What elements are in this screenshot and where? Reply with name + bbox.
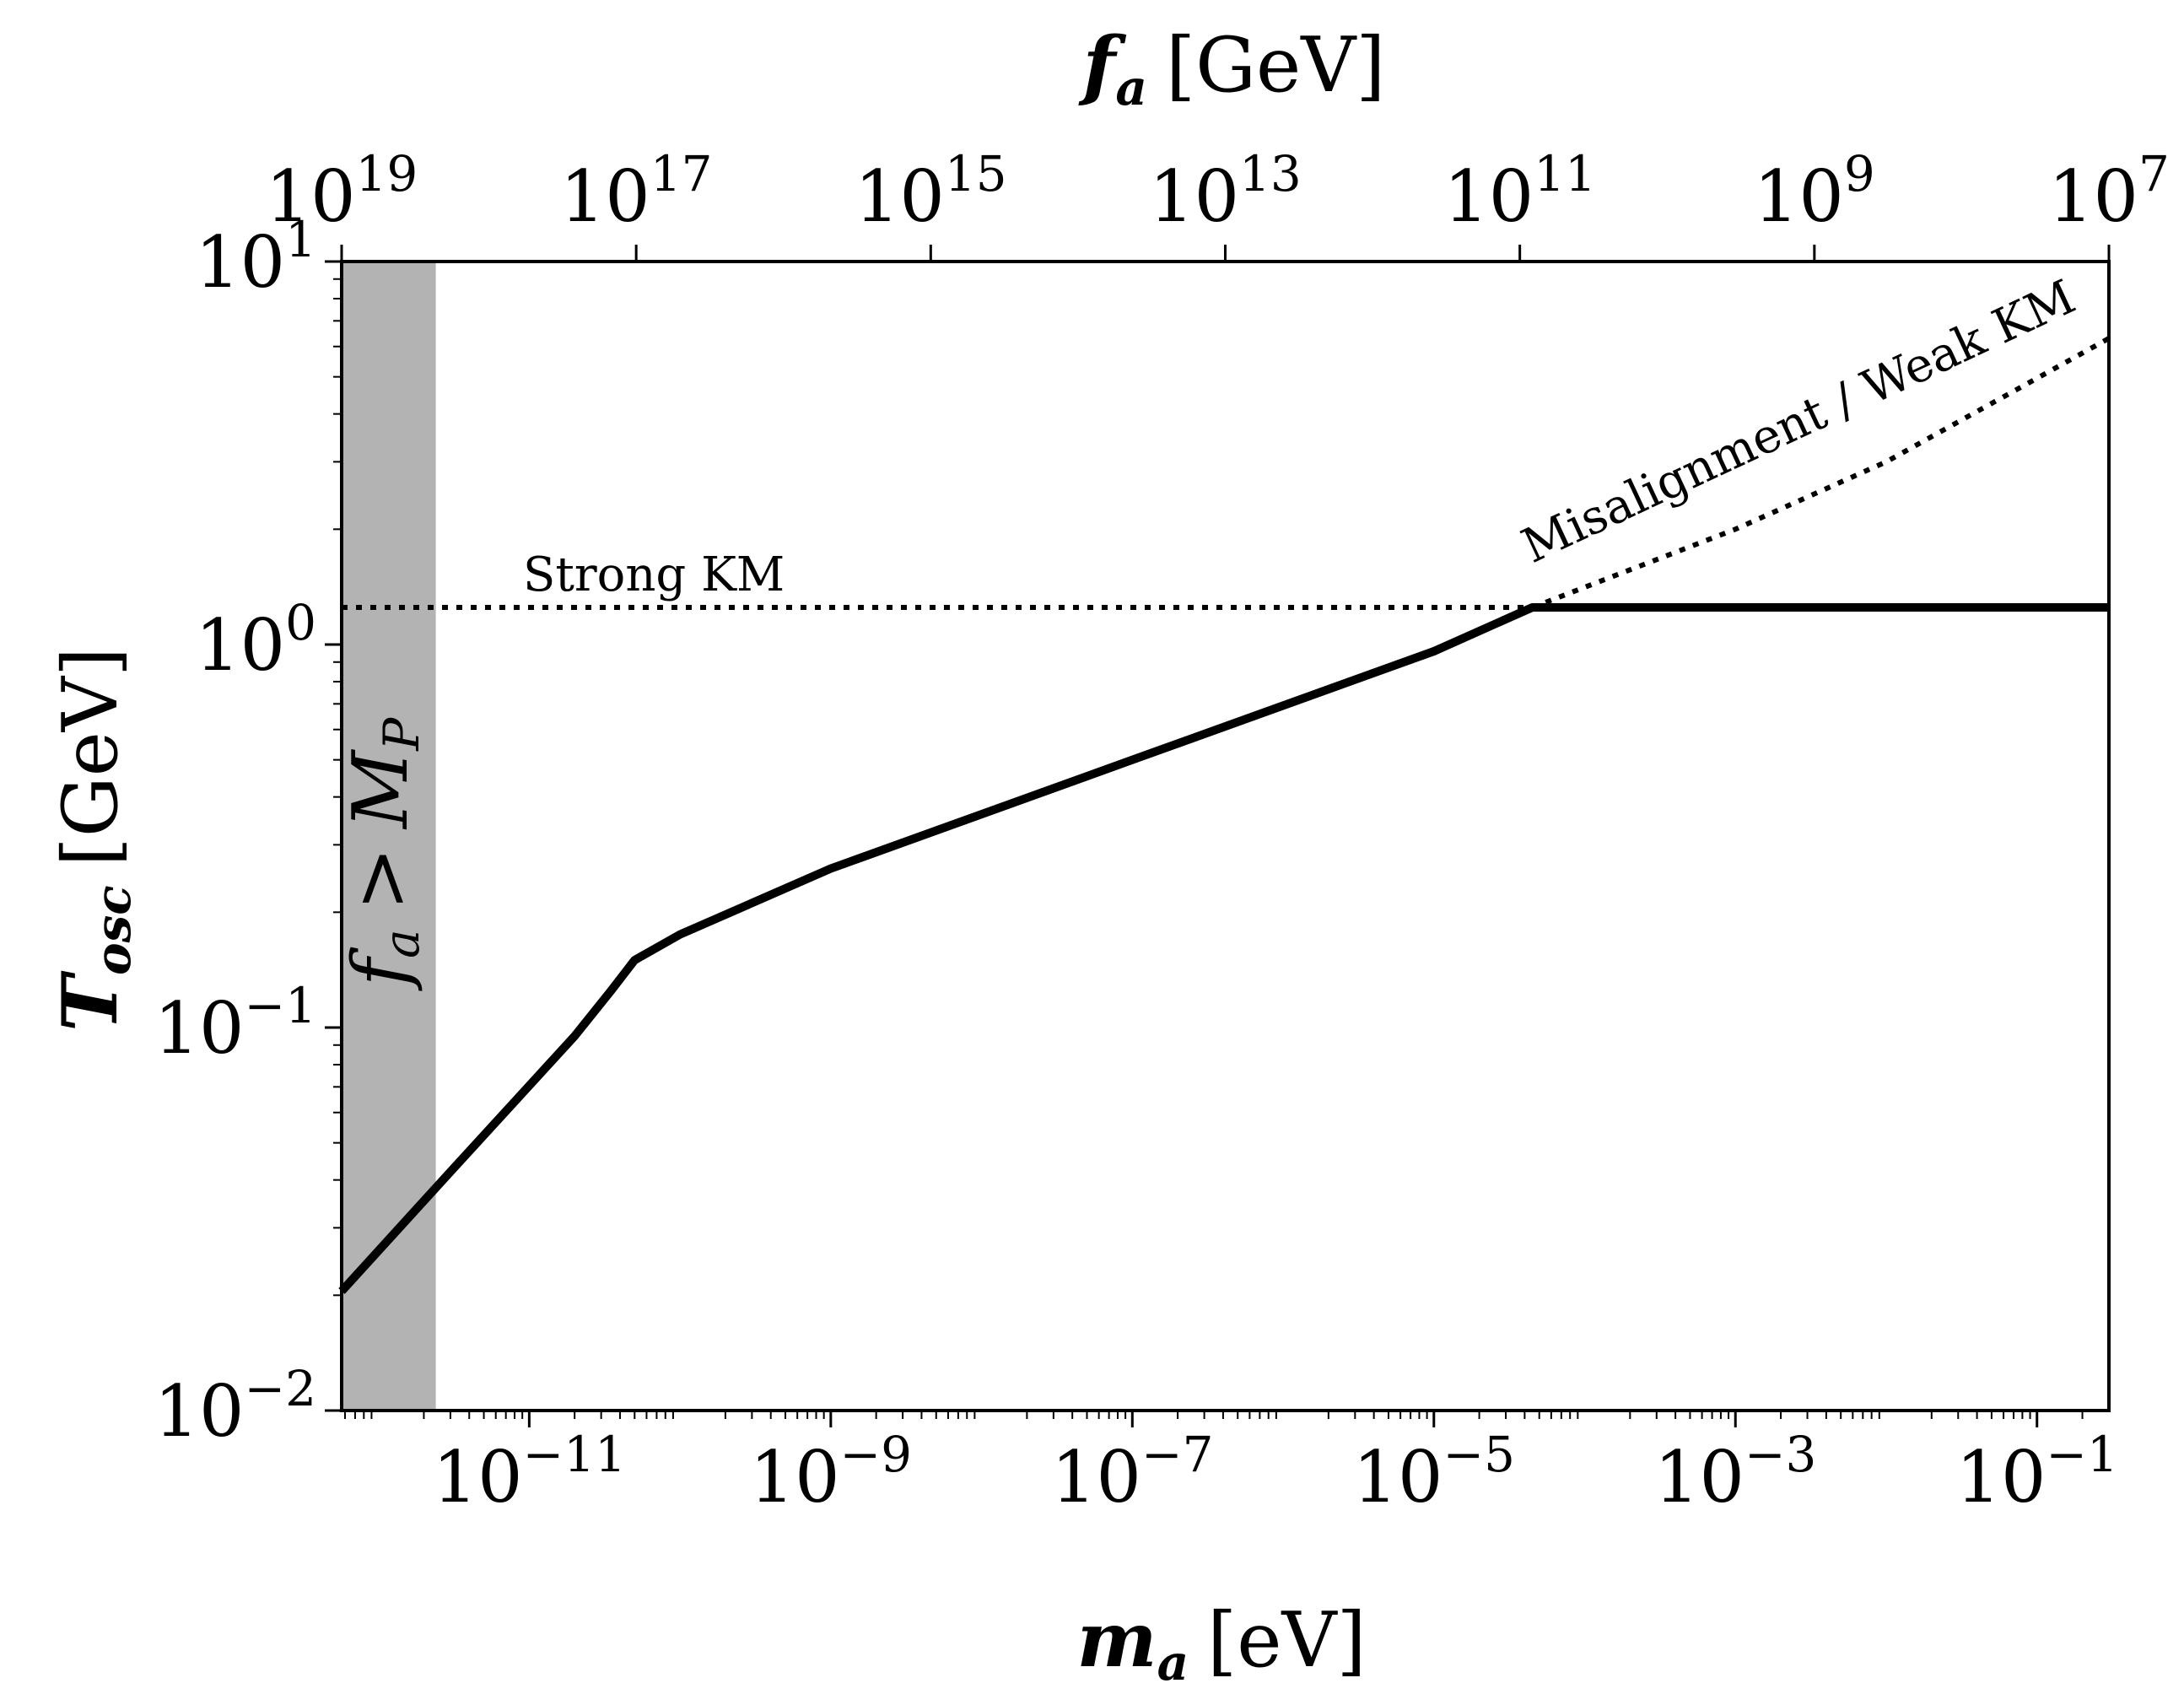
top-x-axis-title: fa [GeV] <box>1078 20 1386 116</box>
x2-tick-label: 1015 <box>855 145 1007 238</box>
x2-tick-label: 1017 <box>560 145 713 238</box>
shaded-region-layer <box>342 262 436 1411</box>
x2-tick-label: 1013 <box>1149 145 1302 238</box>
plot-frame <box>340 260 2111 1412</box>
x2-tick-label: 1019 <box>266 145 418 238</box>
annotation-misalignment-weak-km: Misalignment / Weak KM <box>1514 270 2084 575</box>
excluded-region-fa-gt-mp <box>342 262 436 1411</box>
x2-tick-label: 109 <box>1754 145 1875 238</box>
series-layer <box>338 336 2111 1294</box>
x-tick-label: 10−5 <box>1353 1426 1515 1519</box>
x-tick-label: 10−1 <box>1956 1426 2118 1519</box>
x-axis-title: ma [eV] <box>1076 1595 1366 1691</box>
x2-tick-label: 107 <box>2048 145 2170 238</box>
x-tick-label: 10−11 <box>433 1426 626 1519</box>
series-line-t-osc <box>338 603 2109 1294</box>
series-line-misalignment-weak-km <box>1531 336 2111 610</box>
x2-tick-label: 1011 <box>1443 145 1596 238</box>
x-tick-label: 10−3 <box>1654 1426 1816 1519</box>
x-tick-label: 10−9 <box>750 1426 912 1519</box>
y-tick-label: 100 <box>195 594 316 687</box>
y-axis-title: Tosc[GeV] <box>46 647 142 1032</box>
y-tick-label: 10−1 <box>154 977 316 1070</box>
annotation-strong-km: Strong KM <box>523 548 785 602</box>
ticks-layer <box>325 245 2111 1427</box>
y-tick-label: 101 <box>195 211 316 304</box>
x-tick-label: 10−7 <box>1051 1426 1213 1519</box>
tick-labels-layer: 10−11 10−9 10−7 10−5 10−3 10−110−210−11001011… <box>154 145 2170 1519</box>
y-tick-label: 10−2 <box>154 1360 316 1453</box>
